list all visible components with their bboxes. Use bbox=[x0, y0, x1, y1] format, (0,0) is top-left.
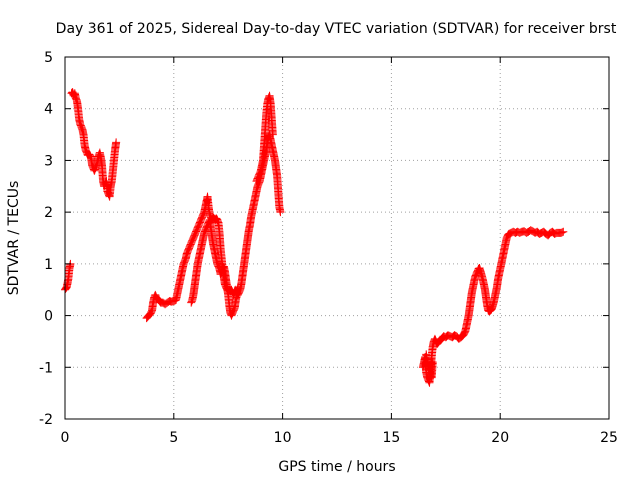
y-tick-label: -2 bbox=[39, 412, 53, 428]
x-tick-label: 10 bbox=[274, 430, 292, 446]
grid-lines bbox=[65, 57, 609, 419]
data-point bbox=[558, 228, 567, 237]
data-point bbox=[268, 130, 277, 139]
axis-ticks bbox=[64, 56, 610, 420]
data-point bbox=[112, 138, 121, 147]
plot-frame bbox=[64, 56, 610, 420]
y-tick-labels: -2 -1 0 1 2 3 4 5 bbox=[39, 50, 53, 428]
y-tick-label: 0 bbox=[44, 309, 53, 325]
x-tick-label: 0 bbox=[61, 430, 70, 446]
y-tick-label: 5 bbox=[44, 50, 53, 66]
data-point bbox=[460, 329, 469, 338]
y-tick-label: 1 bbox=[44, 257, 53, 273]
x-tick-label: 25 bbox=[600, 430, 618, 446]
data-point bbox=[276, 208, 285, 217]
data-point bbox=[62, 283, 71, 292]
x-tick-labels: 0 5 10 15 20 25 bbox=[61, 430, 618, 446]
data-point bbox=[233, 283, 242, 292]
x-tick-label: 20 bbox=[491, 430, 509, 446]
y-tick-label: 4 bbox=[44, 102, 53, 118]
chart-title: Day 361 of 2025, Sidereal Day-to-day VTE… bbox=[56, 21, 617, 37]
x-axis-label: GPS time / hours bbox=[278, 459, 395, 475]
y-tick-label: 2 bbox=[44, 205, 53, 221]
x-tick-label: 15 bbox=[382, 430, 400, 446]
y-tick-label: 3 bbox=[44, 153, 53, 169]
x-tick-label: 5 bbox=[169, 430, 178, 446]
data-point bbox=[212, 215, 221, 224]
data-point bbox=[559, 227, 568, 236]
data-points bbox=[61, 88, 568, 387]
data-point bbox=[428, 358, 437, 367]
y-axis-label: SDTVAR / TECUs bbox=[6, 181, 22, 296]
data-point bbox=[146, 309, 155, 318]
y-tick-label: -1 bbox=[39, 360, 53, 376]
